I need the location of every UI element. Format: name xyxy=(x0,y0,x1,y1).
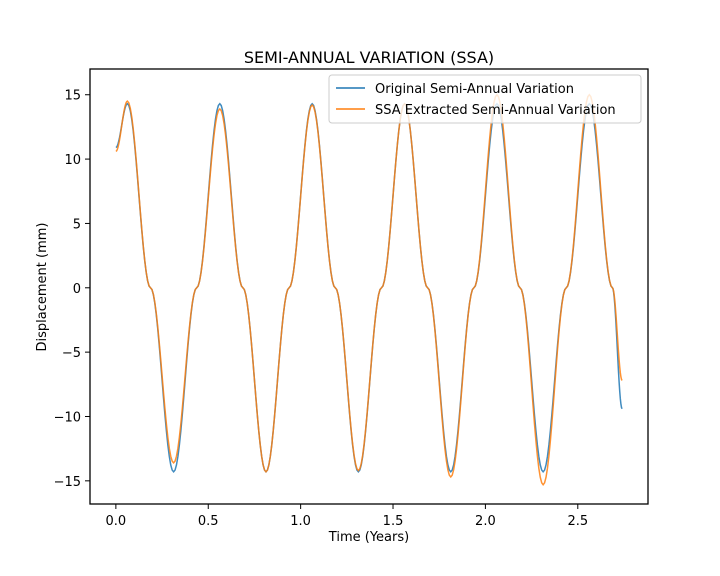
y-tick-label: −5 xyxy=(62,346,81,361)
x-tick-label: 0.5 xyxy=(198,514,219,529)
x-tick-label: 0.0 xyxy=(106,514,127,529)
x-tick-label: 2.0 xyxy=(475,514,496,529)
y-tick-label: −15 xyxy=(54,475,81,490)
y-tick-label: −10 xyxy=(54,410,81,425)
y-tick-label: 10 xyxy=(64,153,81,168)
x-tick-label: 1.0 xyxy=(290,514,311,529)
x-tick-label: 1.5 xyxy=(383,514,404,529)
legend-label-original: Original Semi-Annual Variation xyxy=(375,82,574,97)
plot-frame xyxy=(89,68,649,505)
series-line-ssa xyxy=(115,93,623,486)
legend-box xyxy=(328,74,642,124)
x-tick-label: 2.5 xyxy=(567,514,588,529)
y-tick-label: 15 xyxy=(64,89,81,104)
x-axis-label: Time (Years) xyxy=(328,530,409,545)
legend-label-ssa: SSA Extracted Semi-Annual Variation xyxy=(375,103,616,118)
plot-lines xyxy=(115,93,623,486)
y-axis-label: Displacement (mm) xyxy=(35,223,50,352)
y-tick-label: 0 xyxy=(73,282,81,297)
y-axis: −15 −10 −5 0 5 10 15 xyxy=(54,89,90,490)
x-axis: 0.0 0.5 1.0 1.5 2.0 2.5 xyxy=(106,504,588,529)
y-tick-label: 5 xyxy=(73,217,81,232)
chart-title: SEMI-ANNUAL VARIATION (SSA) xyxy=(244,48,494,67)
legend: Original Semi-Annual Variation SSA Extra… xyxy=(328,74,642,124)
